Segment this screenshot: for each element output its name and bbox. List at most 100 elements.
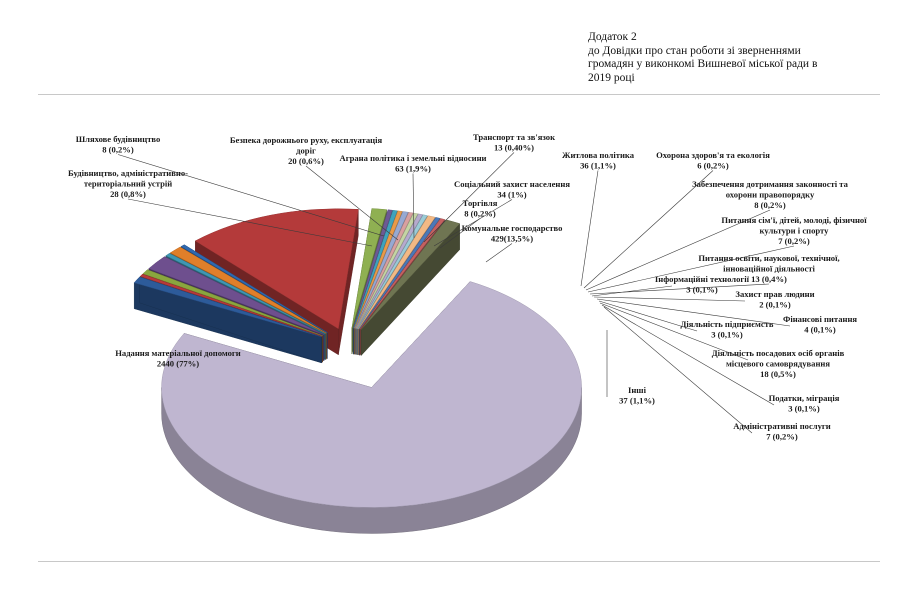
- category-label: Захист прав людини: [735, 289, 814, 299]
- category-label: Інформаційні технології: [655, 274, 750, 284]
- top-divider: [38, 94, 880, 95]
- leader-line: [127, 198, 373, 247]
- leader-line: [593, 296, 746, 302]
- category-label: Надання матеріальної допомоги: [115, 348, 241, 358]
- leader-line: [433, 199, 513, 247]
- value-label: 7 (0,2%): [778, 236, 810, 246]
- leader-line: [598, 300, 698, 332]
- slice-top: [359, 218, 446, 330]
- value-label: 429(13,5%): [491, 234, 533, 244]
- value-label: 20 (0,6%): [288, 156, 324, 166]
- slice-top: [358, 215, 436, 330]
- slice-label: Питання освіти, наукової, технічної,інно…: [698, 253, 839, 284]
- slice-top: [148, 256, 325, 335]
- leader-line: [305, 165, 399, 241]
- slice-top: [354, 211, 409, 329]
- value-label: 18 (0,5%): [760, 369, 796, 379]
- value-label: 4 (0,1%): [804, 325, 836, 335]
- value-label: 13 (0,4%): [751, 274, 787, 284]
- slice-top: [142, 269, 323, 337]
- value-label: 37 (1,1%): [619, 396, 655, 406]
- category-label: культури і спорту: [760, 226, 830, 236]
- value-label: 2 (0,1%): [759, 300, 791, 310]
- value-label: 13 (0,40%): [494, 143, 534, 153]
- leader-line: [601, 304, 775, 406]
- category-label: інноваційної діяльності: [723, 264, 815, 274]
- category-label: територіальний устрій: [84, 179, 172, 189]
- category-label: Питання освіти, наукової, технічної,: [698, 253, 839, 263]
- slice-label: Будівництво, адміністративно-територіаль…: [68, 168, 188, 199]
- pie-slice: [161, 281, 582, 534]
- leader-line: [412, 173, 415, 239]
- category-label: Шляхове будівництво: [76, 134, 161, 144]
- leader-line: [587, 245, 795, 293]
- annotation-line-2: до Довідки про стан роботи зі зверненням…: [588, 44, 801, 57]
- slice-label: Діяльність посадових осіб органівмісцево…: [712, 348, 845, 379]
- value-label: 36 (1,1%): [580, 161, 616, 171]
- slice-top: [357, 214, 428, 329]
- leader-line: [423, 152, 515, 243]
- value-label: 3 (0,1%): [788, 404, 820, 414]
- slice-top: [353, 210, 398, 329]
- slice-sides: [133, 208, 582, 534]
- category-label: охорони правопорядку: [726, 190, 815, 200]
- leader-lines: [117, 152, 795, 434]
- category-label: місцевого самоврядування: [726, 359, 830, 369]
- leader-line: [580, 170, 599, 287]
- category-label: Діяльність посадових осіб органів: [712, 348, 845, 358]
- category-label: Інші: [628, 385, 647, 395]
- category-label: Комунальне господарство: [462, 223, 563, 233]
- category-label: Будівництво, адміністративно-: [68, 168, 188, 178]
- category-label: Діяльність підприємств: [681, 319, 774, 329]
- category-label: Аграна політика і земельні відносини: [340, 153, 487, 163]
- value-label: 34 (1%): [497, 190, 526, 200]
- leader-line: [485, 243, 513, 263]
- slice-top: [351, 208, 387, 329]
- document-annotation: Додаток 2 до Довідки про стан роботи зі …: [588, 31, 842, 85]
- annotation-line-4: 2019 році: [588, 71, 635, 84]
- leader-line: [599, 302, 749, 361]
- category-label: Забезпечення дотримання законності та: [692, 179, 849, 189]
- value-label: 3 (0,1%): [686, 285, 718, 295]
- slice-top: [169, 246, 327, 334]
- slice-label: Забезпечення дотримання законності таохо…: [692, 179, 849, 210]
- slice-top: [180, 244, 328, 333]
- value-label: 28 (0,8%): [110, 189, 146, 199]
- slice-label: Питання сім'ї, дітей, молоді, фізичноїку…: [721, 215, 867, 246]
- slice-top: [356, 213, 424, 329]
- slice-label: Безпека дорожнього руху, експлуатаціядор…: [230, 135, 383, 166]
- slice-top: [139, 273, 323, 337]
- category-label: Безпека дорожнього руху, експлуатація: [230, 135, 383, 145]
- value-label: 8 (0,2%): [102, 145, 134, 155]
- pie-slice: [360, 219, 461, 357]
- slice-top: [161, 281, 582, 508]
- category-label: Питання сім'ї, дітей, молоді, фізичної: [721, 215, 867, 225]
- slice-top: [359, 217, 441, 330]
- value-label: 2440 (77%): [157, 359, 199, 369]
- value-label: 7 (0,2%): [766, 432, 798, 442]
- slice-top: [165, 253, 326, 334]
- category-label: Торгівля: [463, 198, 498, 208]
- pie-slice: [133, 276, 322, 364]
- leader-line: [591, 285, 673, 297]
- category-label: Транспорт та зв'язок: [473, 132, 555, 142]
- value-label: 63 (1,9%): [395, 164, 431, 174]
- value-label: 6 (0,2%): [697, 161, 729, 171]
- value-label: 8 (0,2%): [464, 209, 496, 219]
- leader-line: [596, 298, 791, 327]
- leader-line: [585, 209, 771, 291]
- slice-top: [194, 208, 359, 330]
- category-label: Житлова політика: [562, 150, 635, 160]
